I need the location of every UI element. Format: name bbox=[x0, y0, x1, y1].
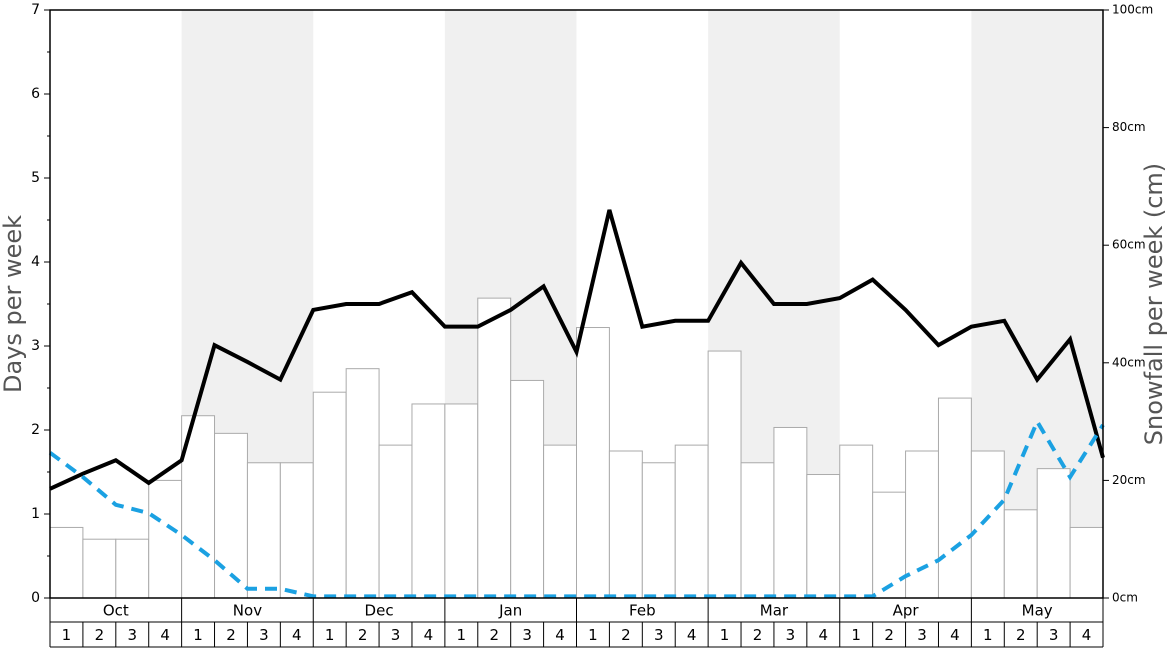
x-tick-label: 3 bbox=[259, 626, 269, 644]
x-tick-label: 4 bbox=[819, 626, 829, 644]
month-label: Jan bbox=[498, 602, 522, 620]
x-tick-label: 3 bbox=[1049, 626, 1059, 644]
bar bbox=[937, 397, 972, 599]
y-tick-label: 7 bbox=[31, 2, 40, 18]
y-tick-label: 0 bbox=[31, 590, 40, 606]
x-tick-label: 1 bbox=[851, 626, 861, 644]
x-tick-label: 3 bbox=[786, 626, 796, 644]
x-tick-label: 4 bbox=[160, 626, 170, 644]
bar bbox=[740, 462, 775, 599]
bar bbox=[279, 462, 314, 599]
x-tick-label: 1 bbox=[325, 626, 335, 644]
y2-tick-label: 20cm bbox=[1112, 473, 1146, 487]
month-label: Mar bbox=[760, 602, 789, 620]
bar bbox=[148, 479, 183, 599]
bar bbox=[674, 444, 709, 599]
bar bbox=[444, 403, 479, 599]
x-tick-label: 4 bbox=[950, 626, 960, 644]
line bbox=[48, 417, 1105, 599]
month-label: Apr bbox=[893, 602, 920, 620]
x-tick-label: 3 bbox=[654, 626, 664, 644]
line bbox=[49, 209, 1105, 491]
y-tick-label: 3 bbox=[31, 338, 40, 354]
bar bbox=[411, 403, 446, 599]
y-tick-label: 4 bbox=[31, 254, 40, 270]
bar bbox=[1069, 526, 1104, 599]
bar bbox=[82, 538, 117, 599]
y2-tick-label: 60cm bbox=[1112, 238, 1146, 252]
bar bbox=[608, 450, 643, 599]
x-tick-label: 3 bbox=[391, 626, 401, 644]
y-axis-title: Days per week bbox=[0, 215, 27, 393]
y-tick-label: 6 bbox=[31, 86, 40, 102]
x-tick-label: 3 bbox=[127, 626, 137, 644]
y2-tick-label: 40cm bbox=[1112, 355, 1146, 369]
bar bbox=[312, 391, 347, 599]
y-tick-label: 2 bbox=[31, 422, 40, 438]
x-tick-label: 1 bbox=[193, 626, 203, 644]
bar bbox=[872, 491, 907, 599]
month-label: Oct bbox=[103, 602, 129, 620]
x-tick-label: 4 bbox=[424, 626, 434, 644]
x-tick-label: 1 bbox=[457, 626, 467, 644]
bar bbox=[970, 450, 1005, 599]
x-tick-label: 2 bbox=[1016, 626, 1026, 644]
bar bbox=[641, 462, 676, 599]
x-tick-label: 2 bbox=[489, 626, 499, 644]
bar bbox=[773, 426, 808, 599]
x-tick-label: 4 bbox=[687, 626, 697, 644]
x-tick-label: 1 bbox=[720, 626, 730, 644]
bar bbox=[1036, 468, 1071, 599]
x-tick-label: 2 bbox=[226, 626, 236, 644]
bar bbox=[115, 538, 150, 599]
bar bbox=[543, 444, 577, 599]
y2-tick-label: 80cm bbox=[1112, 120, 1146, 134]
x-tick-label: 4 bbox=[292, 626, 302, 644]
x-tick-label: 3 bbox=[917, 626, 927, 644]
bar bbox=[806, 474, 841, 599]
bar bbox=[477, 297, 512, 599]
y-tick-label: 1 bbox=[31, 506, 40, 522]
bar bbox=[707, 350, 742, 599]
bar bbox=[576, 327, 610, 599]
month-label: Dec bbox=[365, 602, 394, 620]
x-tick-label: 4 bbox=[1082, 626, 1092, 644]
bar bbox=[510, 379, 545, 599]
bar bbox=[905, 450, 939, 599]
x-tick-label: 1 bbox=[983, 626, 993, 644]
month-label: Feb bbox=[629, 602, 656, 620]
x-tick-label: 2 bbox=[884, 626, 894, 644]
x-tick-label: 2 bbox=[621, 626, 631, 644]
month-label: Nov bbox=[233, 602, 262, 620]
y-tick-label: 5 bbox=[31, 170, 40, 186]
bar bbox=[345, 368, 380, 599]
month-label: May bbox=[1022, 602, 1053, 620]
x-tick-label: 2 bbox=[753, 626, 763, 644]
bar bbox=[378, 444, 413, 599]
y2-tick-label: 0cm bbox=[1112, 591, 1138, 605]
bar bbox=[839, 444, 874, 599]
x-tick-label: 4 bbox=[555, 626, 565, 644]
y2-tick-label: 100cm bbox=[1112, 3, 1153, 17]
x-tick-label: 1 bbox=[62, 626, 72, 644]
x-tick-label: 3 bbox=[522, 626, 532, 644]
x-tick-label: 2 bbox=[358, 626, 368, 644]
y2-axis-title: Snowfall per week (cm) bbox=[1140, 163, 1168, 445]
bar bbox=[1003, 509, 1038, 599]
x-tick-label: 1 bbox=[588, 626, 598, 644]
x-tick-label: 2 bbox=[95, 626, 105, 644]
bar bbox=[246, 462, 281, 599]
bar bbox=[214, 432, 248, 599]
bar bbox=[49, 526, 84, 599]
